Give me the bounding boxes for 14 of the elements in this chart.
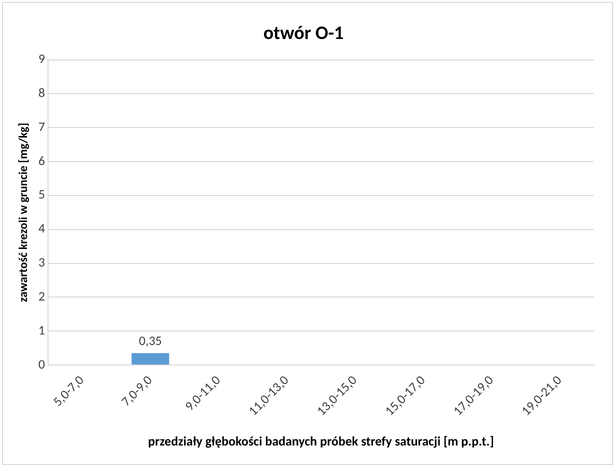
x-axis-title: przedziały głębokości badanych próbek strefy saturacji [m p.p.t.] [148, 434, 494, 450]
y-tick-label: 2 [38, 289, 46, 304]
data-label: 0,35 [138, 334, 162, 349]
y-tick-label: 0 [38, 357, 46, 372]
y-tick-label: 3 [38, 256, 46, 271]
y-tick-label: 8 [38, 86, 46, 101]
y-axis-title: zawartość krezoli w gruncie [mg/kg] [17, 122, 32, 302]
y-tick-label: 1 [38, 323, 45, 338]
y-tick-label: 9 [38, 52, 46, 68]
y-tick-label: 4 [38, 222, 46, 237]
chart-title: otwór O-1 [263, 22, 344, 46]
y-tick-label: 5 [38, 188, 45, 203]
y-tick-label: 7 [38, 120, 46, 135]
y-tick-label: 6 [38, 154, 46, 169]
